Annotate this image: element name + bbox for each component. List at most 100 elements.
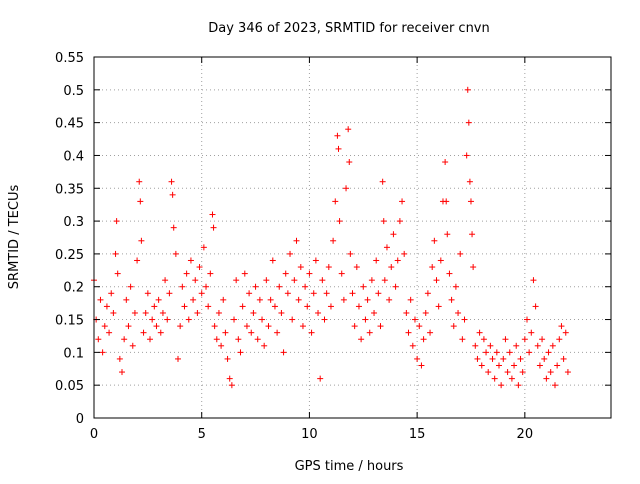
data-point-marker: [485, 369, 492, 376]
data-point-marker: [164, 316, 171, 323]
data-point-marker: [478, 362, 485, 369]
data-point-marker: [536, 362, 543, 369]
data-point-marker: [435, 303, 442, 310]
data-point-marker: [392, 283, 399, 290]
data-point-marker: [500, 355, 507, 362]
data-point-marker: [463, 152, 470, 159]
data-point-marker: [523, 316, 530, 323]
data-point-marker: [347, 250, 354, 257]
data-point-marker: [327, 303, 334, 310]
data-point-marker: [261, 342, 268, 349]
data-point-marker: [335, 145, 342, 152]
grid-layer: [94, 57, 611, 418]
data-point-marker: [469, 231, 476, 238]
data-point-marker: [543, 375, 550, 382]
data-point-marker: [299, 323, 306, 330]
x-tick-label: 20: [517, 427, 534, 442]
data-point-marker: [205, 303, 212, 310]
data-point-marker: [418, 362, 425, 369]
data-point-marker: [373, 257, 380, 264]
data-point-marker: [442, 159, 449, 166]
data-point-marker: [113, 218, 120, 225]
data-point-marker: [420, 336, 427, 343]
data-point-marker: [312, 257, 319, 264]
data-point-marker: [466, 178, 473, 185]
y-tick-label: 0.25: [55, 248, 84, 263]
data-point-marker: [355, 303, 362, 310]
data-point-marker: [241, 270, 248, 277]
x-tick-label: 5: [198, 427, 206, 442]
data-point-marker: [149, 316, 156, 323]
data-point-marker: [287, 250, 294, 257]
data-point-marker: [517, 355, 524, 362]
data-point-marker: [358, 336, 365, 343]
data-point-marker: [541, 355, 548, 362]
data-point-marker: [480, 336, 487, 343]
data-point-marker: [211, 323, 218, 330]
data-point-marker: [297, 264, 304, 271]
data-point-marker: [278, 309, 285, 316]
data-point-marker: [431, 237, 438, 244]
data-point-marker: [427, 329, 434, 336]
data-point-marker: [95, 336, 102, 343]
data-point-marker: [409, 342, 416, 349]
x-axis-label: GPS time / hours: [295, 459, 404, 474]
data-point-marker: [144, 290, 151, 297]
data-point-marker: [338, 270, 345, 277]
data-point-marker: [196, 264, 203, 271]
data-point-marker: [513, 342, 520, 349]
data-point-marker: [424, 290, 431, 297]
data-point-marker: [459, 336, 466, 343]
data-point-marker: [169, 191, 176, 198]
data-point-marker: [381, 277, 388, 284]
data-point-marker: [209, 211, 216, 218]
data-point-marker: [243, 323, 250, 330]
data-point-marker: [472, 342, 479, 349]
data-point-marker: [506, 349, 513, 356]
data-point-marker: [106, 329, 113, 336]
data-point-marker: [461, 316, 468, 323]
data-point-marker: [121, 336, 128, 343]
data-point-marker: [142, 309, 149, 316]
data-point-marker: [129, 342, 136, 349]
data-point-marker: [119, 369, 126, 376]
data-point-marker: [304, 303, 311, 310]
data-point-marker: [375, 290, 382, 297]
data-point-marker: [256, 296, 263, 303]
data-point-marker: [495, 362, 502, 369]
data-point-marker: [321, 316, 328, 323]
data-point-marker: [528, 329, 535, 336]
data-point-marker: [125, 323, 132, 330]
data-point-marker: [429, 264, 436, 271]
data-point-marker: [323, 290, 330, 297]
data-point-marker: [383, 244, 390, 251]
data-point-marker: [224, 355, 231, 362]
data-point-marker: [263, 277, 270, 284]
data-point-marker: [293, 237, 300, 244]
data-point-marker: [437, 257, 444, 264]
data-point-marker: [170, 224, 177, 231]
data-point-marker: [233, 277, 240, 284]
data-point-marker: [560, 355, 567, 362]
data-point-marker: [291, 277, 298, 284]
data-point-marker: [207, 270, 214, 277]
y-tick-label: 0.4: [63, 149, 84, 164]
data-point-marker: [332, 198, 339, 205]
data-point-marker: [153, 323, 160, 330]
data-point-marker: [274, 329, 281, 336]
tick-labels-layer: 0 5 10 15 20 0 0.05 0.1 0.15 0.2 0.25 0.3 0.35 0.4 0.4…: [55, 51, 533, 442]
data-point-marker: [534, 342, 541, 349]
data-point-marker: [228, 382, 235, 389]
y-tick-label: 0.3: [63, 215, 84, 230]
data-point-marker: [99, 349, 106, 356]
data-point-marker: [250, 309, 257, 316]
data-point-marker: [302, 283, 309, 290]
data-point-marker: [330, 237, 337, 244]
data-point-marker: [155, 296, 162, 303]
data-point-marker: [366, 329, 373, 336]
data-point-marker: [443, 198, 450, 205]
data-point-marker: [181, 303, 188, 310]
x-tick-label: 10: [301, 427, 318, 442]
